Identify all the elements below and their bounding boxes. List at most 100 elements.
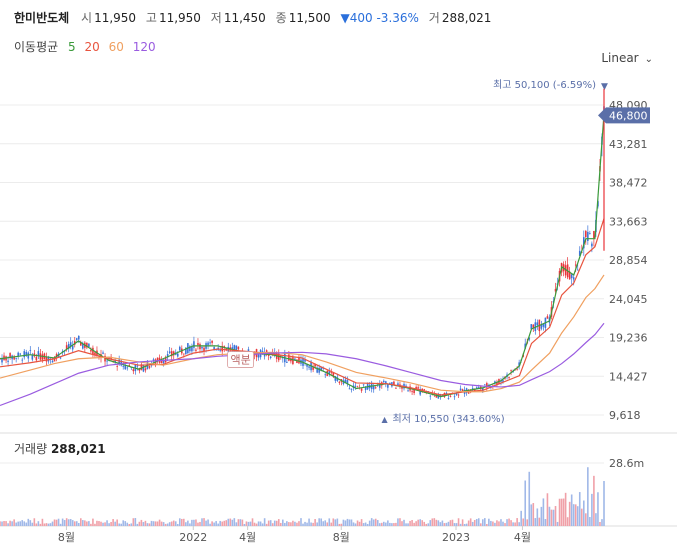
candle-body bbox=[124, 364, 127, 370]
volume-bar bbox=[279, 522, 282, 526]
x-axis-ticks: 8월 2022 4월 8월 2023 4월 bbox=[58, 526, 531, 544]
volume-bar bbox=[463, 523, 466, 526]
volume-bar bbox=[86, 521, 88, 526]
volume-bar bbox=[197, 522, 199, 526]
candle-body bbox=[116, 366, 118, 367]
volume-bar bbox=[263, 518, 266, 526]
candle-body bbox=[203, 347, 205, 351]
volume-bar bbox=[534, 518, 537, 526]
candle-body bbox=[530, 324, 533, 330]
volume-bar bbox=[0, 521, 1, 526]
volume-bar bbox=[77, 522, 80, 526]
y-tick-label: 9,618 bbox=[609, 409, 641, 422]
volume-bar bbox=[261, 523, 264, 526]
volume-bar bbox=[17, 521, 19, 526]
ma-20-label[interactable]: 20 bbox=[84, 40, 100, 54]
volume-bar bbox=[431, 518, 434, 526]
low-annotation: 최저 10,550 (343.60%) bbox=[393, 413, 505, 425]
candle-body bbox=[332, 372, 335, 377]
candle-body bbox=[407, 390, 409, 392]
y-tick-label: 28,854 bbox=[609, 254, 648, 267]
candle-body bbox=[197, 343, 199, 345]
candle-body bbox=[7, 360, 9, 362]
volume-bar bbox=[166, 523, 169, 526]
candle-body bbox=[540, 324, 543, 329]
volume-bar bbox=[587, 467, 589, 526]
candle-body bbox=[73, 341, 76, 345]
volume-bar bbox=[134, 518, 137, 526]
volume-bar bbox=[479, 523, 482, 526]
volume-bar bbox=[290, 522, 292, 526]
volume-bar bbox=[484, 518, 486, 526]
volume-bar bbox=[92, 518, 94, 526]
ma-120-label[interactable]: 120 bbox=[132, 40, 156, 54]
volume-bar bbox=[500, 519, 502, 526]
candle-body bbox=[195, 349, 197, 351]
candle-body bbox=[587, 231, 589, 241]
candle-body bbox=[502, 380, 504, 382]
volume-bar bbox=[441, 520, 444, 526]
ma-60-label[interactable]: 60 bbox=[108, 40, 124, 54]
scale-dropdown[interactable]: Linear ⌄ bbox=[601, 51, 653, 65]
volume-bar bbox=[506, 519, 508, 526]
volume-bar bbox=[481, 519, 484, 526]
candle-body bbox=[144, 368, 147, 371]
ma-5-label[interactable]: 5 bbox=[68, 40, 76, 54]
volume-bar bbox=[548, 506, 551, 526]
volume-bar bbox=[467, 520, 470, 526]
candle-body bbox=[467, 392, 470, 394]
volume-bar bbox=[405, 523, 407, 526]
volume-bar bbox=[201, 518, 203, 526]
volume-bar bbox=[350, 519, 353, 526]
volume-bar bbox=[496, 520, 498, 526]
volume-bar bbox=[215, 521, 217, 526]
candle-body bbox=[166, 354, 169, 358]
volume-bar bbox=[542, 498, 545, 526]
candle-body bbox=[120, 360, 123, 366]
volume-bar bbox=[29, 520, 32, 526]
candle-body bbox=[585, 231, 587, 238]
volume-bar bbox=[205, 520, 207, 526]
volume-bar bbox=[524, 480, 527, 526]
candle-body bbox=[350, 388, 353, 390]
candle-body bbox=[37, 351, 40, 357]
volume-bar bbox=[130, 523, 133, 526]
volume-bar bbox=[338, 523, 341, 526]
volume-bar bbox=[241, 519, 244, 526]
candle-body bbox=[308, 366, 310, 368]
volume-bar bbox=[160, 521, 163, 526]
volume-bar bbox=[189, 523, 191, 526]
volume-bar bbox=[82, 520, 84, 526]
candle-body bbox=[170, 351, 173, 357]
volume-bar bbox=[128, 523, 131, 526]
candle-body bbox=[582, 237, 585, 249]
current-price-label: 46,800 bbox=[609, 109, 648, 122]
ma-line-20 bbox=[0, 218, 605, 396]
candle-body bbox=[227, 346, 230, 352]
price-change: ▼400 -3.36% bbox=[340, 11, 419, 25]
grid-lines bbox=[0, 104, 677, 434]
candle-body bbox=[459, 388, 462, 391]
y-tick-label: 43,281 bbox=[609, 138, 648, 151]
volume-bar bbox=[199, 521, 201, 526]
low-marker-icon: ▲ bbox=[381, 415, 388, 424]
scale-label: Linear bbox=[601, 51, 639, 65]
volume-bar bbox=[65, 518, 68, 526]
volume-bar bbox=[288, 522, 290, 526]
candle-body bbox=[518, 362, 520, 367]
candle-body bbox=[413, 389, 415, 394]
candle-body bbox=[178, 346, 181, 351]
annotations: 최고 50,100 (-6.59%) ▼ ▲ 최저 10,550 (343.60%) 액… bbox=[227, 79, 650, 425]
volume-bar bbox=[520, 510, 522, 526]
candle-body bbox=[213, 347, 215, 350]
volume-bar bbox=[514, 522, 516, 526]
candle-body bbox=[29, 350, 32, 352]
volume-bar bbox=[245, 521, 248, 526]
candle-body bbox=[191, 346, 193, 352]
ma-line-120 bbox=[0, 322, 605, 407]
open-label: 시 bbox=[81, 11, 93, 25]
volume-bar bbox=[550, 509, 553, 526]
volume-bar bbox=[223, 520, 226, 526]
volume-bar bbox=[589, 517, 591, 526]
